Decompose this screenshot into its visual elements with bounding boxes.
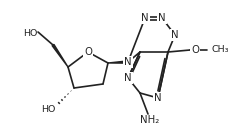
Text: CH₃: CH₃: [211, 46, 228, 55]
Text: N: N: [171, 30, 179, 40]
Text: N: N: [158, 13, 166, 23]
Polygon shape: [52, 44, 68, 67]
Text: N: N: [124, 73, 132, 83]
Text: O: O: [84, 47, 92, 57]
Text: HO: HO: [41, 105, 55, 114]
Polygon shape: [108, 61, 128, 63]
Text: N: N: [124, 57, 132, 67]
Text: N: N: [154, 93, 162, 103]
Text: HO: HO: [23, 29, 37, 38]
Text: N: N: [141, 13, 149, 23]
Text: NH₂: NH₂: [140, 115, 160, 125]
Text: O: O: [191, 45, 199, 55]
